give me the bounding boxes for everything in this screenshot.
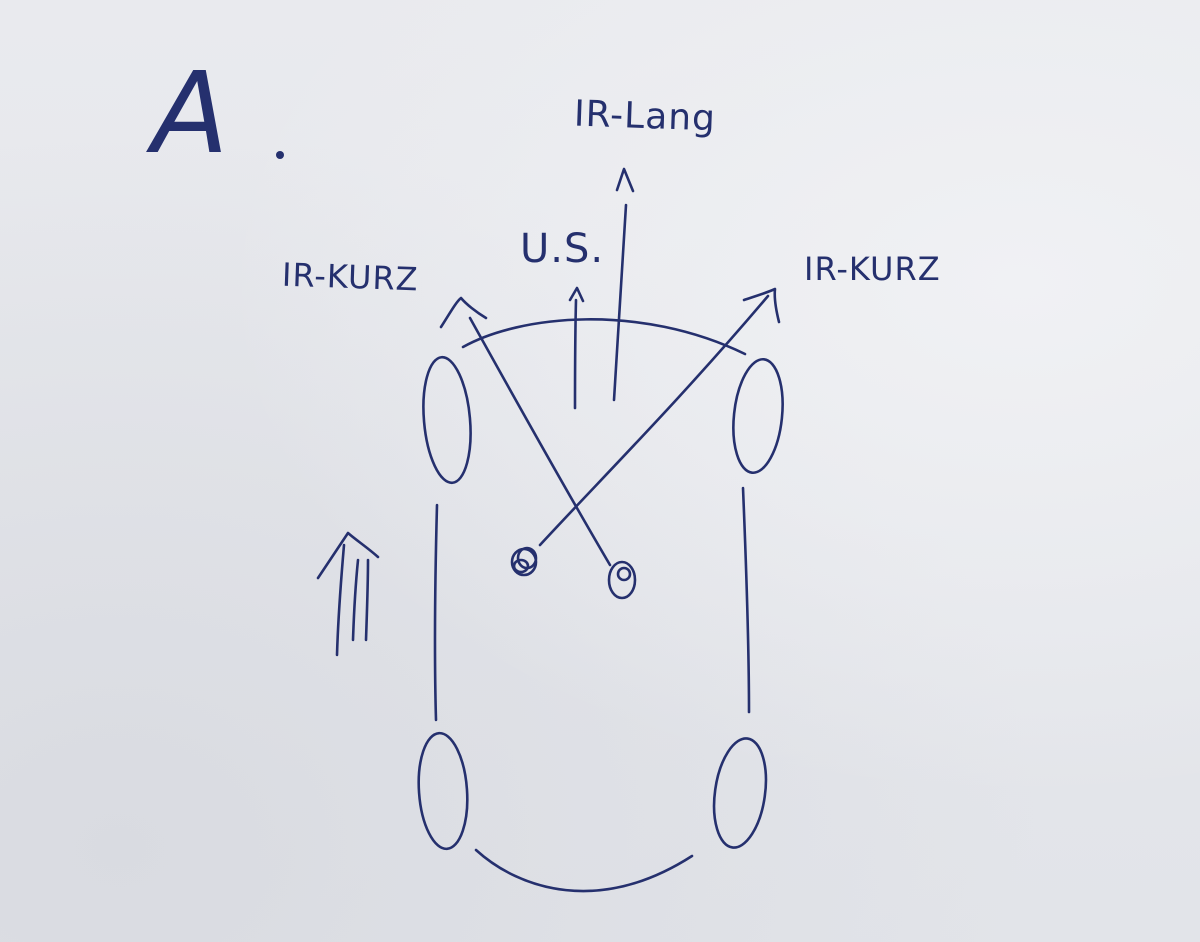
ir-short-left-beam: [439, 296, 612, 567]
direction-arrow: [316, 531, 380, 657]
ir-short-right-beam: [538, 287, 781, 547]
ir-long-label: IR-Lang: [573, 93, 717, 140]
ir-long-arrow: [612, 167, 635, 402]
rear-bumper-arc: [474, 848, 694, 893]
heading-dot: [276, 151, 284, 159]
ir-short-right-label: IR-KURZ: [804, 250, 941, 288]
body-left-side: [433, 503, 439, 722]
figure-heading: A: [152, 49, 230, 179]
wheel-front-right: [732, 357, 784, 475]
ultrasonic-arrow: [568, 286, 585, 410]
wheel-rear-left: [417, 731, 469, 851]
wheel-front-left: [422, 355, 472, 485]
front-bumper-arc: [461, 318, 747, 356]
ultrasonic-label: U.S.: [520, 226, 605, 272]
sensor-right-circle: [607, 560, 637, 600]
body-right-side: [741, 486, 751, 714]
ir-short-left-label: IR-KURZ: [281, 255, 420, 299]
sensor-left-circle: [510, 546, 538, 577]
wheel-rear-right: [712, 737, 768, 849]
